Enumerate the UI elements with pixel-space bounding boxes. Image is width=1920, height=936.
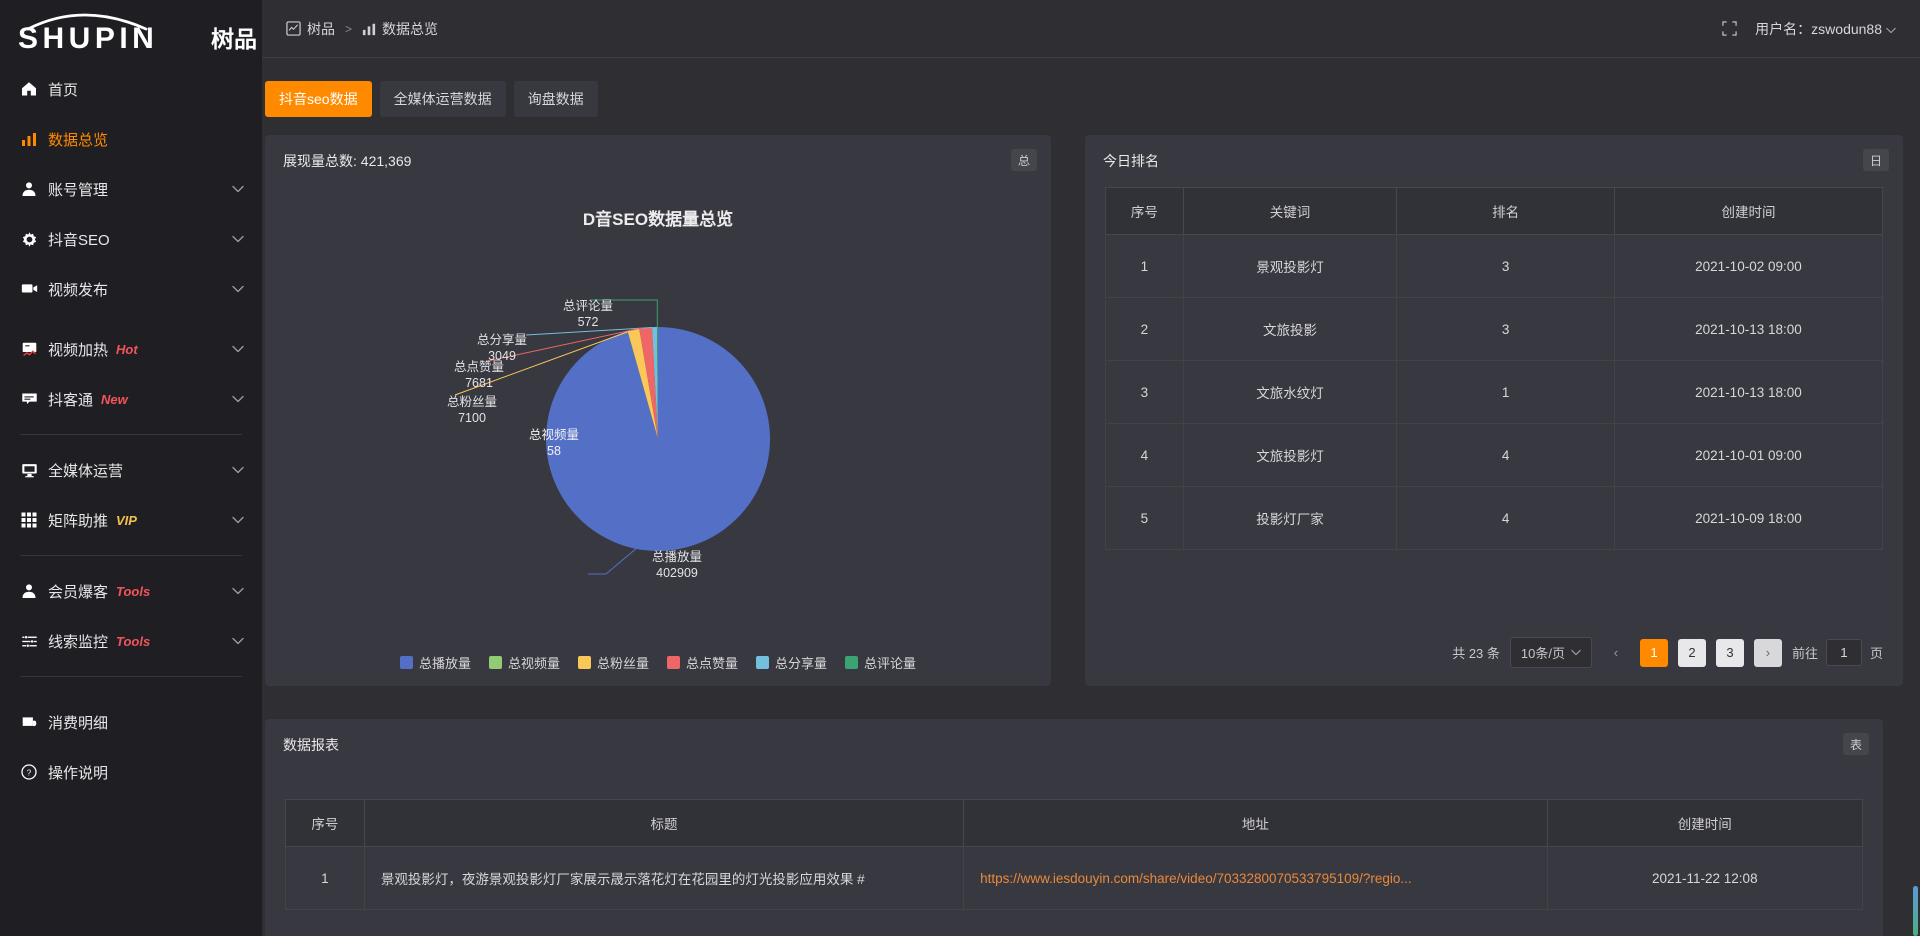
svg-text:SHUPIN: SHUPIN (18, 22, 158, 52)
svg-text:?: ? (27, 769, 32, 778)
svg-text:树品: 树品 (211, 26, 256, 52)
